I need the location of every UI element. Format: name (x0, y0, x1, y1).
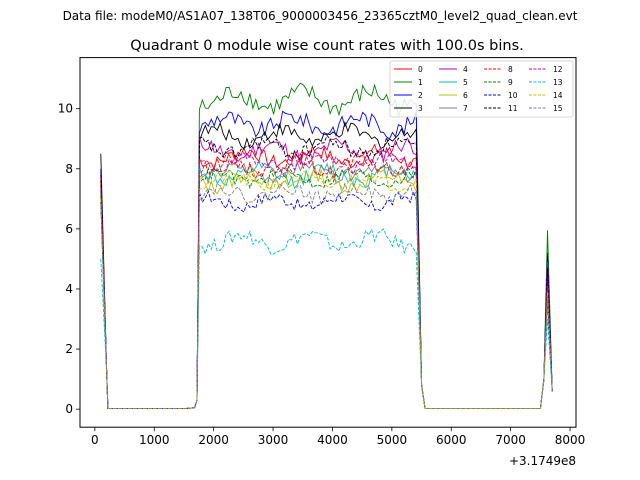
series-line-14 (100, 168, 553, 410)
y-axis: 0 2 4 6 8 10 (58, 102, 80, 416)
legend-label-15: 15 (553, 104, 563, 113)
series-line-15 (100, 182, 553, 410)
plot-frame (79, 57, 577, 428)
chart-title: Quadrant 0 module wise count rates with … (130, 38, 524, 54)
legend-label-13: 13 (553, 78, 563, 87)
series-line-7 (100, 160, 553, 410)
plot-area (100, 82, 553, 410)
legend-label-4: 4 (463, 65, 468, 74)
legend-label-6: 6 (463, 91, 468, 100)
series-line-13 (100, 228, 553, 410)
legend-label-7: 7 (463, 104, 468, 113)
series-line-11 (100, 134, 553, 410)
x-tick-label: 5000 (377, 433, 408, 447)
y-tick-label: 8 (65, 162, 73, 176)
legend-label-0: 0 (418, 65, 423, 74)
legend-label-1: 1 (418, 78, 423, 87)
x-tick-label: 8000 (555, 433, 586, 447)
legend-frame (389, 60, 574, 118)
series-line-9 (100, 165, 553, 410)
series-line-0 (100, 143, 553, 410)
legend-label-3: 3 (418, 104, 423, 113)
legend-label-2: 2 (418, 91, 423, 100)
x-tick-label: 4000 (317, 433, 348, 447)
y-tick-label: 6 (65, 222, 73, 236)
y-tick-label: 0 (65, 402, 73, 416)
x-tick-label: 7000 (495, 433, 526, 447)
series-line-8 (100, 151, 553, 410)
x-tick-label: 3000 (258, 433, 289, 447)
x-tick-label: 2000 (198, 433, 229, 447)
legend-label-10: 10 (508, 91, 518, 100)
y-tick-label: 2 (65, 342, 73, 356)
x-tick-label: 0 (91, 433, 99, 447)
series-line-12 (100, 151, 553, 410)
series-line-10 (100, 190, 553, 410)
legend-label-9: 9 (508, 78, 513, 87)
legend-label-8: 8 (508, 65, 513, 74)
legend-label-12: 12 (553, 65, 563, 74)
x-offset-label: +3.1749e8 (509, 454, 576, 468)
legend-label-14: 14 (553, 91, 563, 100)
legend-label-11: 11 (508, 104, 518, 113)
series-line-5 (100, 160, 553, 410)
x-tick-label: 6000 (436, 433, 467, 447)
x-axis: 0 1000 2000 3000 4000 5000 6000 7000 8000 (91, 427, 585, 447)
y-tick-label: 10 (58, 102, 73, 116)
series-line-6 (100, 166, 553, 410)
series-line-1 (100, 82, 553, 410)
legend-label-5: 5 (463, 78, 468, 87)
chart-suptitle: Data file: modeM0/AS1A07_138T06_90000034… (63, 9, 578, 23)
x-tick-label: 1000 (139, 433, 170, 447)
y-tick-label: 4 (65, 282, 73, 296)
